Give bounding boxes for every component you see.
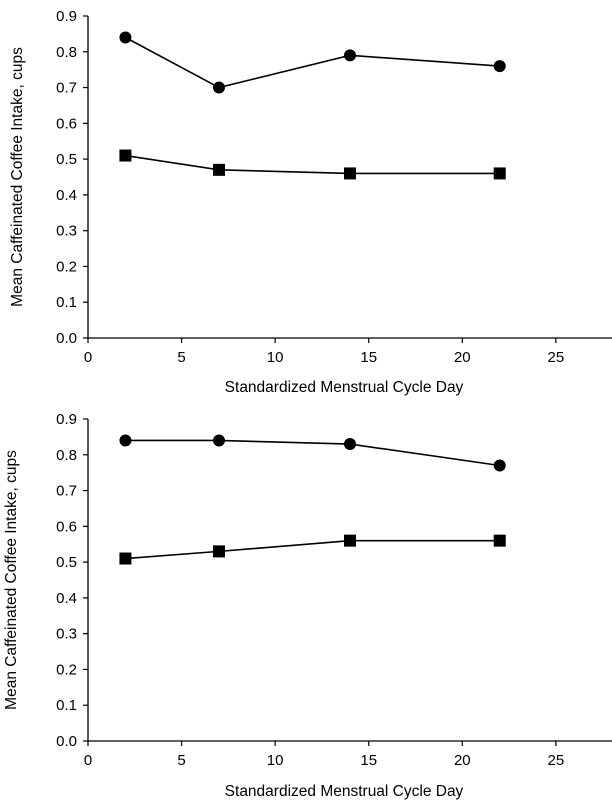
x-tick-label: 0: [84, 349, 92, 366]
y-axis-title: Mean Caffeinated Coffee Intake, cups: [9, 47, 26, 307]
y-tick-label: 0.7: [56, 483, 77, 500]
y-tick-label: 0.5: [56, 554, 77, 571]
x-axis-title: Standardized Menstrual Cycle Day: [225, 379, 464, 396]
y-tick-label: 0.6: [56, 518, 77, 535]
x-tick-label: 25: [548, 752, 565, 769]
y-tick-label: 0.0: [56, 330, 77, 347]
y-tick-label: 0.4: [56, 187, 77, 204]
data-point-square: [119, 552, 132, 565]
data-point-circle: [493, 459, 506, 472]
x-tick-label: 25: [548, 349, 565, 366]
y-tick-label: 0.7: [56, 80, 77, 97]
y-tick-label: 0.1: [56, 294, 77, 311]
series-square-line: [125, 154, 500, 175]
y-tick-label: 0.3: [56, 626, 77, 643]
y-tick-label: 0.1: [56, 697, 77, 714]
y-tick-label: 0.2: [56, 661, 77, 678]
x-tick-label: 5: [177, 349, 185, 366]
data-point-square: [344, 167, 356, 180]
series-circle-line: [125, 36, 500, 89]
x-tick-label: 15: [360, 349, 377, 366]
y-tick-label: 0.6: [56, 115, 77, 132]
x-tick-label: 10: [267, 752, 284, 769]
data-point-circle: [119, 31, 132, 44]
data-point-circle: [344, 49, 356, 62]
data-point-square: [344, 534, 356, 547]
data-point-circle: [344, 438, 356, 451]
bottom-panel: 0.0 0.1 0.2 0.3 0.4 0.5 0.6 0.7 0.8 0.9 0 5 10 15 20 25…: [3, 411, 612, 800]
data-point-circle: [493, 60, 506, 73]
x-axis-title: Standardized Menstrual Cycle Day: [225, 783, 464, 800]
y-tick-label: 0.0: [56, 733, 77, 750]
data-point-square: [213, 163, 225, 176]
data-point-square: [213, 545, 225, 558]
x-tick-label: 0: [84, 752, 92, 769]
y-tick-label: 0.8: [56, 447, 77, 464]
y-tick-label: 0.5: [56, 151, 77, 168]
y-tick-label: 0.3: [56, 223, 77, 240]
data-point-circle: [213, 81, 225, 94]
data-point-square: [493, 534, 506, 547]
y-tick-label: 0.2: [56, 258, 77, 275]
series-circle-line: [125, 439, 500, 467]
data-point-square: [119, 149, 132, 162]
y-axis-title: Mean Caffeinated Coffee Intake, cups: [3, 450, 20, 710]
top-panel: 0.0 0.1 0.2 0.3 0.4 0.5 0.6 0.7 0.8 0.9 0 5 10 15 20 25…: [9, 8, 612, 396]
series-square-line: [125, 539, 500, 560]
y-tick-label: 0.8: [56, 44, 77, 61]
data-point-circle: [119, 434, 132, 447]
x-tick-label: 20: [454, 349, 471, 366]
data-point-circle: [213, 434, 225, 447]
x-tick-label: 15: [360, 752, 377, 769]
data-point-square: [493, 167, 506, 180]
y-tick-label: 0.9: [56, 411, 77, 428]
x-tick-label: 5: [177, 752, 185, 769]
y-tick-label: 0.4: [56, 590, 77, 607]
x-tick-label: 10: [267, 349, 284, 366]
y-tick-label: 0.9: [56, 8, 77, 25]
x-tick-label: 20: [454, 752, 471, 769]
